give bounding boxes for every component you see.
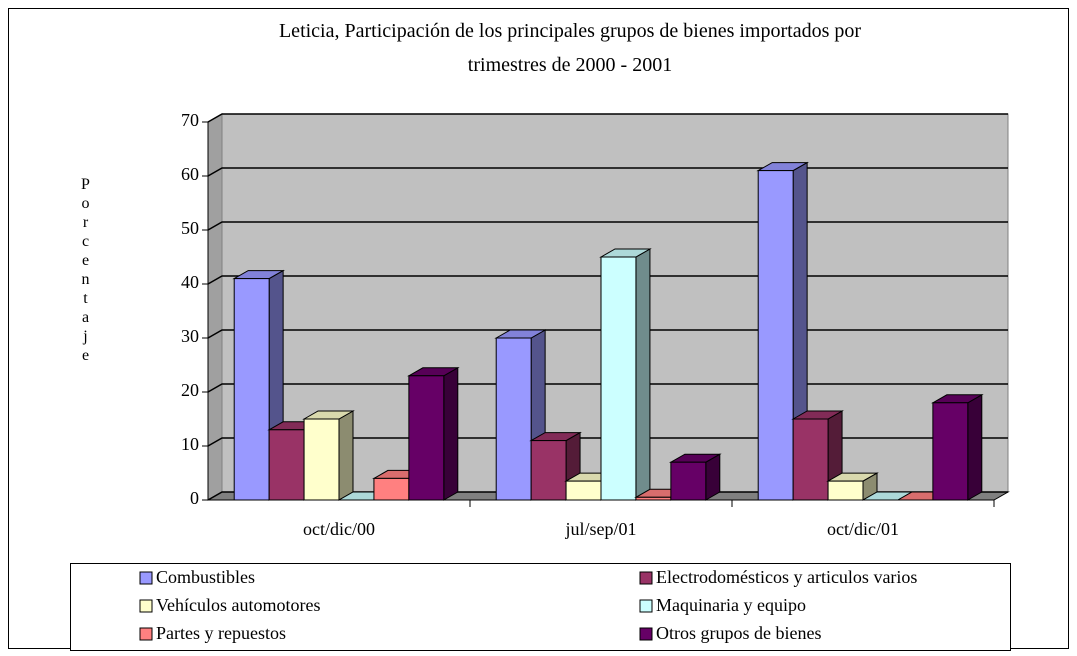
y-tick-label: 70	[181, 110, 199, 130]
bar-front	[408, 375, 445, 501]
legend-swatch	[139, 571, 153, 585]
legend-label: Vehículos automotores	[156, 595, 320, 615]
bar	[232, 269, 286, 501]
bar-front	[565, 480, 602, 501]
x-tick-label: jul/sep/01	[565, 519, 637, 539]
bar	[930, 393, 984, 501]
bar-side	[967, 393, 983, 501]
legend-swatch	[139, 599, 153, 613]
x-tick-label: oct/dic/01	[827, 519, 899, 539]
bar	[599, 248, 652, 501]
bar-front	[757, 170, 794, 501]
y-tick-label: 0	[190, 488, 199, 508]
y-tick-label: 10	[181, 434, 199, 454]
legend-box	[70, 563, 1011, 651]
y-tick-label: 20	[181, 380, 199, 400]
legend-swatch	[139, 627, 153, 641]
bar-front	[670, 461, 707, 501]
chart-title: trimestres de 2000 - 2001	[467, 54, 673, 76]
bar-side	[443, 366, 459, 501]
bar	[791, 410, 844, 501]
bar-front	[530, 440, 567, 501]
x-tick-label: oct/dic/00	[303, 519, 375, 539]
grid-line	[207, 491, 1008, 501]
legend-swatch	[639, 571, 653, 585]
bar-front	[495, 337, 532, 501]
legend-swatch	[639, 599, 653, 613]
bar	[302, 410, 355, 501]
grid-line	[207, 221, 1008, 231]
legend-label: Electrodomésticos y articulos varios	[656, 567, 917, 587]
y-tick-label: 30	[181, 326, 199, 346]
legend-label: Otros grupos de bienes	[656, 623, 821, 643]
bar	[756, 161, 810, 501]
bar-front	[932, 402, 969, 501]
bar	[406, 366, 460, 501]
bar-front	[303, 418, 340, 501]
y-tick-label: 40	[181, 272, 199, 292]
grid-line	[207, 437, 1008, 447]
y-tick-label: 50	[181, 218, 199, 238]
bar-front	[268, 429, 305, 501]
bar	[668, 453, 722, 501]
bar-front	[827, 480, 864, 501]
grid-line	[207, 113, 1008, 123]
legend-label: Partes y repuestos	[156, 623, 286, 643]
y-axis-label: Porcentaje	[77, 176, 94, 366]
bar-side	[635, 248, 651, 501]
bar-front	[635, 496, 672, 501]
bar-side	[338, 410, 354, 501]
bar-front	[600, 256, 637, 501]
legend-swatch	[639, 627, 653, 641]
grid-line	[207, 167, 1008, 177]
bar-front	[373, 477, 410, 501]
chart-title: Leticia, Participación de los principale…	[278, 20, 862, 42]
bar	[826, 472, 879, 501]
bar-front	[792, 418, 829, 501]
legend-label: Maquinaria y equipo	[656, 595, 806, 615]
y-tick-label: 60	[181, 164, 199, 184]
bar-front	[233, 278, 270, 501]
legend-label: Combustibles	[156, 567, 255, 587]
grid-line	[207, 383, 1008, 393]
grid-line	[207, 275, 1008, 285]
grid-line	[207, 329, 1008, 339]
